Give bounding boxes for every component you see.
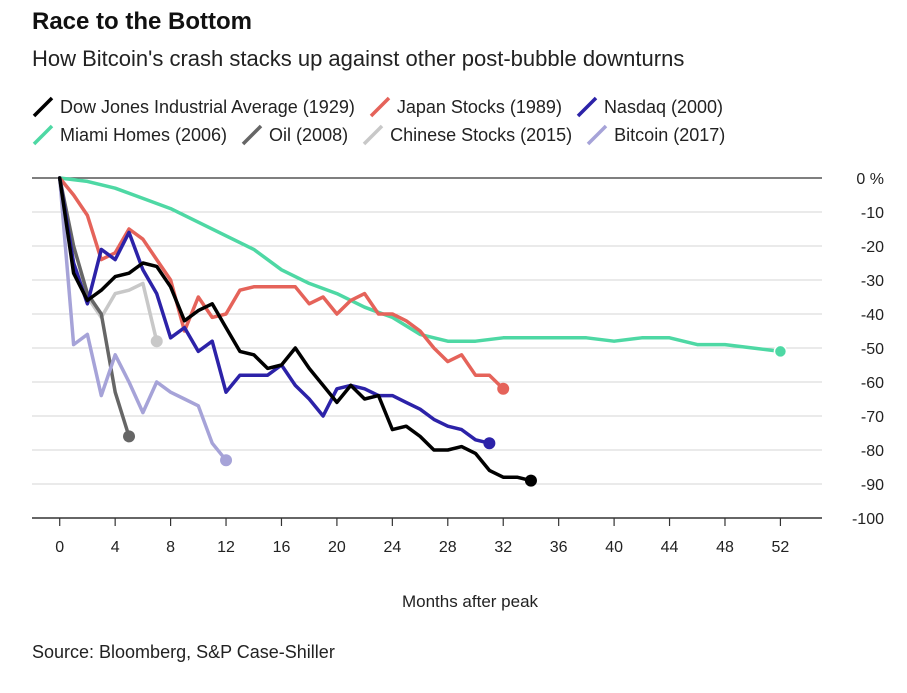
legend-label-chinese-stocks: Chinese Stocks (2015) — [390, 124, 573, 145]
legend-swatch-chinese-stocks — [362, 124, 384, 146]
legend-item-nasdaq: Nasdaq (2000) — [576, 96, 723, 118]
series-line-japan-stocks — [57, 176, 505, 391]
series-end-marker-oil — [123, 430, 136, 443]
legend-swatch-dow-jones — [32, 96, 54, 118]
legend-item-chinese-stocks: Chinese Stocks (2015) — [362, 124, 572, 146]
x-tick-label: 16 — [273, 539, 291, 556]
legend-item-dow-jones: Dow Jones Industrial Average (1929) — [32, 96, 355, 118]
legend-swatch-miami-homes — [32, 124, 54, 146]
legend-row-2: Miami Homes (2006) Oil (2008) Chinese St… — [32, 121, 892, 149]
series-end-marker-nasdaq — [483, 437, 496, 450]
y-tick-label: -40 — [861, 307, 884, 324]
chart-legend: Dow Jones Industrial Average (1929) Japa… — [32, 93, 892, 149]
x-tick-label: 40 — [605, 539, 623, 556]
legend-item-oil: Oil (2008) — [241, 124, 348, 146]
chart-title: Race to the Bottom — [32, 8, 253, 35]
series-end-marker-miami-homes — [773, 344, 788, 359]
y-tick-label: -30 — [861, 273, 884, 290]
y-tick-label: -50 — [861, 341, 884, 358]
legend-item-bitcoin: Bitcoin (2017) — [586, 124, 725, 146]
series-line-miami-homes — [57, 176, 783, 354]
y-tick-label: -20 — [861, 239, 884, 256]
x-axis: 0 4 8 12 16 20 24 28 32 36 40 44 48 52 — [55, 518, 789, 556]
series-line-oil — [57, 176, 131, 439]
y-tick-label: -100 — [852, 511, 884, 528]
x-tick-label: 0 — [55, 539, 64, 556]
legend-row-1: Dow Jones Industrial Average (1929) Japa… — [32, 93, 892, 121]
x-tick-label: 20 — [328, 539, 346, 556]
legend-item-miami-homes: Miami Homes (2006) — [32, 124, 227, 146]
legend-label-miami-homes: Miami Homes (2006) — [60, 124, 228, 145]
y-tick-label: -60 — [861, 375, 884, 392]
legend-swatch-japan-stocks — [369, 96, 391, 118]
x-tick-label: 52 — [772, 539, 790, 556]
legend-swatch-nasdaq — [576, 96, 598, 118]
y-tick-label: 0 % — [856, 171, 884, 188]
x-tick-label: 8 — [166, 539, 175, 556]
legend-label-dow-jones: Dow Jones Industrial Average (1929) — [60, 96, 355, 117]
series-end-marker-japan-stocks — [497, 382, 510, 395]
x-tick-label: 4 — [111, 539, 120, 556]
x-axis-label: Months after peak — [402, 592, 539, 611]
series-line-bitcoin — [57, 176, 228, 462]
source-note: Source: Bloomberg, S&P Case-Shiller — [32, 642, 335, 662]
x-tick-label: 12 — [217, 539, 235, 556]
legend-label-nasdaq: Nasdaq (2000) — [603, 96, 724, 117]
legend-label-oil: Oil (2008) — [269, 124, 349, 145]
series-lines — [57, 176, 788, 487]
chart-subtitle: How Bitcoin's crash stacks up against ot… — [32, 46, 685, 71]
y-axis-ticks: 0 % -10 -20 -30 -40 -50 -60 -70 -80 -90 -100 — [852, 171, 884, 528]
legend-swatch-bitcoin — [586, 124, 608, 146]
legend-swatch-oil — [241, 124, 263, 146]
series-end-marker-chinese-stocks — [150, 335, 163, 348]
legend-label-bitcoin: Bitcoin (2017) — [614, 124, 726, 145]
legend-label-japan-stocks: Japan Stocks (1989) — [396, 96, 562, 117]
legend-item-japan-stocks: Japan Stocks (1989) — [369, 96, 562, 118]
x-tick-label: 24 — [383, 539, 401, 556]
y-tick-label: -80 — [861, 443, 884, 460]
grid-lines — [32, 177, 822, 519]
y-tick-label: -70 — [861, 409, 884, 426]
y-tick-label: -10 — [861, 205, 884, 222]
x-tick-label: 44 — [661, 539, 679, 556]
series-line-nasdaq — [57, 176, 492, 445]
series-end-marker-bitcoin — [220, 454, 233, 467]
series-line-dow-jones — [57, 176, 533, 483]
x-tick-label: 28 — [439, 539, 457, 556]
series-end-marker-dow-jones — [524, 474, 537, 487]
x-tick-label: 48 — [716, 539, 734, 556]
x-tick-label: 36 — [550, 539, 568, 556]
y-tick-label: -90 — [861, 477, 884, 494]
x-tick-label: 32 — [494, 539, 512, 556]
